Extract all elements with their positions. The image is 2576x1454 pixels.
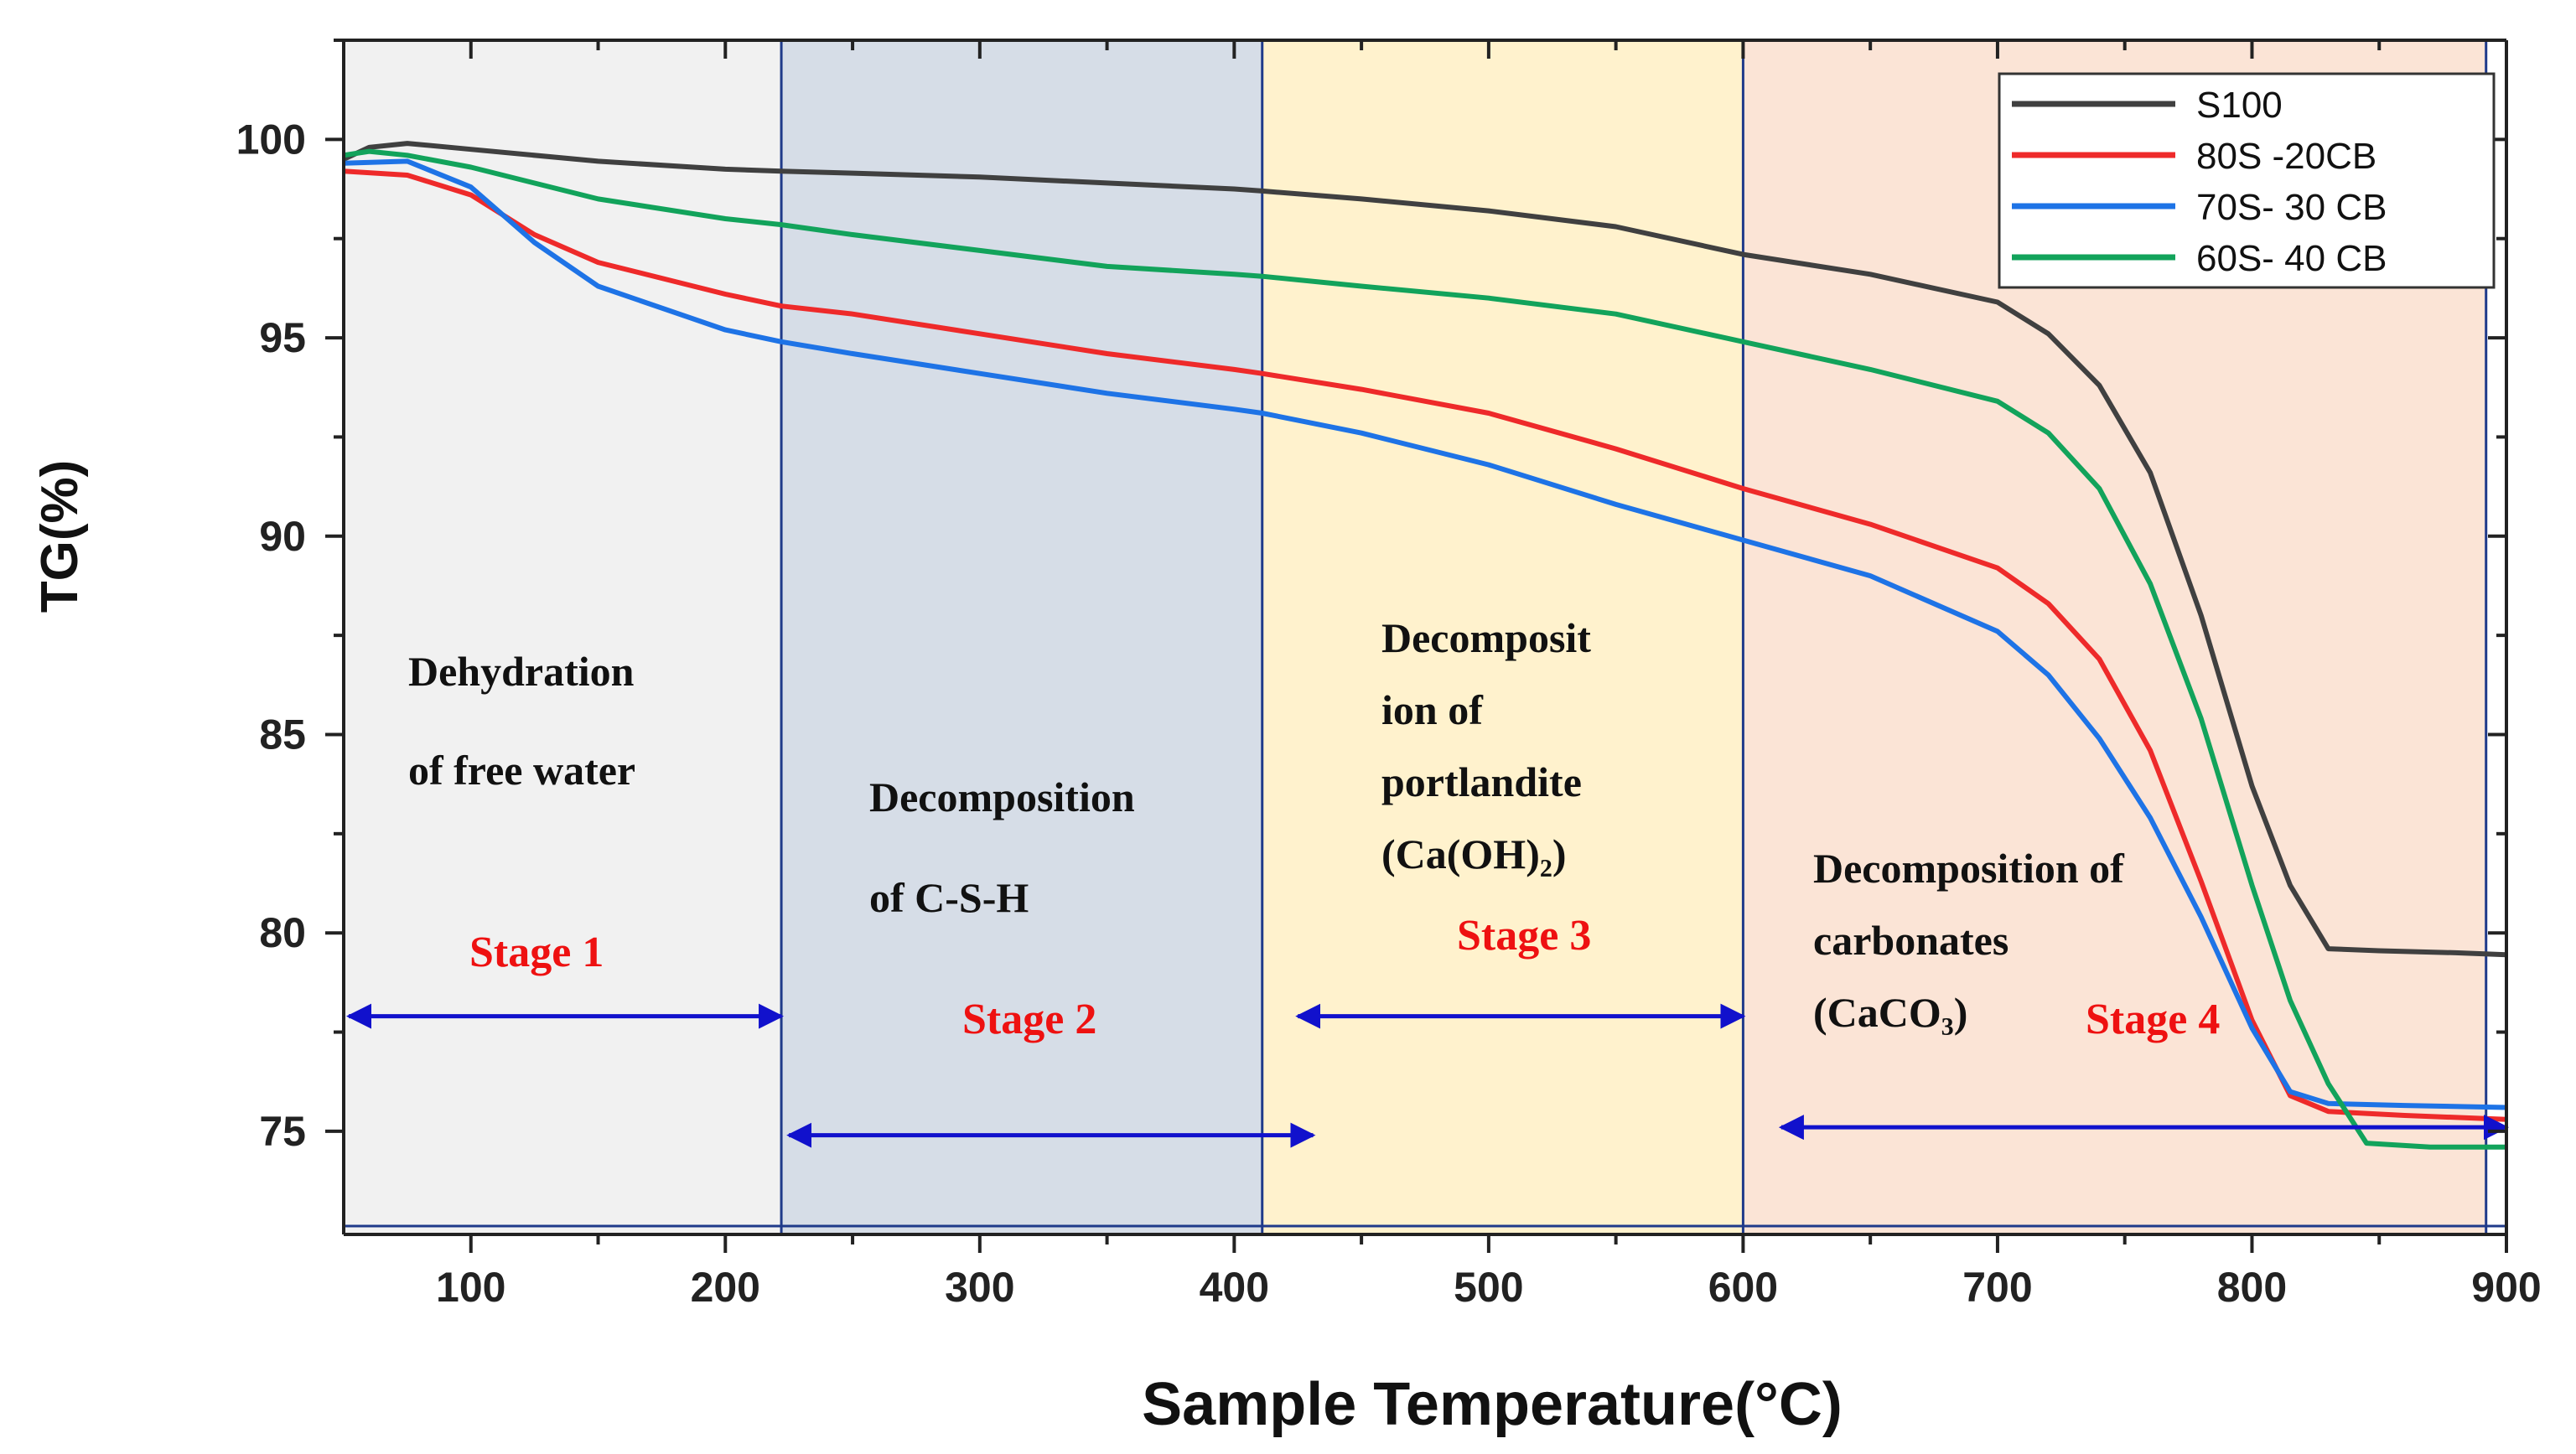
y-axis-title: TG(%) [31, 460, 89, 613]
legend-entry: 60S- 40 CB [2196, 238, 2387, 279]
stage-3-description-line: (Ca(OH)₂) [1381, 830, 1566, 877]
stage-3-description-line: Decomposit [1381, 614, 1591, 661]
stage-1-label: Stage 1 [469, 929, 604, 976]
y-tick-label: 85 [259, 711, 306, 758]
stage-2-background [781, 40, 1262, 1234]
stage-4-description-line: (CaCO₃) [1813, 989, 1967, 1036]
series-line-2 [344, 168, 2506, 1122]
stage-annotations: Dehydration of free water Stage 1 Decomposi… [346, 614, 2509, 1148]
stage-3-description-line: ion of [1381, 686, 1484, 733]
y-tick-label: 90 [259, 513, 306, 560]
stage-1-background [344, 40, 782, 1234]
y-tick-label: 80 [259, 909, 306, 956]
stage-4-label: Stage 4 [2086, 996, 2220, 1043]
stage-1-description-line: Dehydration [408, 648, 635, 695]
stage-4-description-line: Decomposition of [1813, 845, 2125, 892]
x-tick-label: 200 [691, 1264, 760, 1311]
stage-4-description-line: carbonates [1813, 917, 2008, 964]
x-tick-label: 800 [2217, 1264, 2287, 1311]
axes: 100 200 300 400 500 600 700 800 900 75 80 85 90 95 100… [31, 39, 2542, 1438]
x-tick-label: 600 [1708, 1264, 1778, 1311]
stage-2-label: Stage 2 [962, 996, 1096, 1043]
x-axis-title: Sample Temperature(°C) [1142, 1371, 1843, 1438]
series-line-1 [344, 141, 2506, 958]
series-line-4 [344, 148, 2506, 1150]
legend-entry: 70S- 30 CB [2196, 187, 2387, 228]
legend: S100 80S -20CB 70S- 30 CB 60S- 40 CB [1998, 72, 2496, 289]
x-tick-label: 900 [2471, 1264, 2541, 1311]
x-tick-label: 500 [1454, 1264, 1523, 1311]
y-tick-label: 100 [236, 116, 306, 163]
y-tick-label: 95 [259, 314, 306, 361]
legend-box [1998, 72, 2496, 289]
x-tick-label: 700 [1962, 1264, 2032, 1311]
x-tick-label: 100 [436, 1264, 505, 1311]
x-tick-label: 400 [1200, 1264, 1269, 1311]
stage-1-description-line: of free water [408, 747, 635, 794]
series-layer [344, 141, 2506, 1150]
y-tick-label: 75 [259, 1108, 306, 1155]
stage-3-description-line: portlandite [1381, 758, 1582, 805]
x-tick-label: 300 [945, 1264, 1014, 1311]
stage-2-description-line: Decomposition [869, 774, 1135, 820]
stage-3-label: Stage 3 [1457, 912, 1591, 960]
stage-2-description-line: of C-S-H [869, 874, 1029, 921]
series-line-3 [344, 158, 2506, 1110]
legend-entry: S100 [2196, 85, 2283, 126]
legend-entry: 80S -20CB [2196, 136, 2376, 177]
